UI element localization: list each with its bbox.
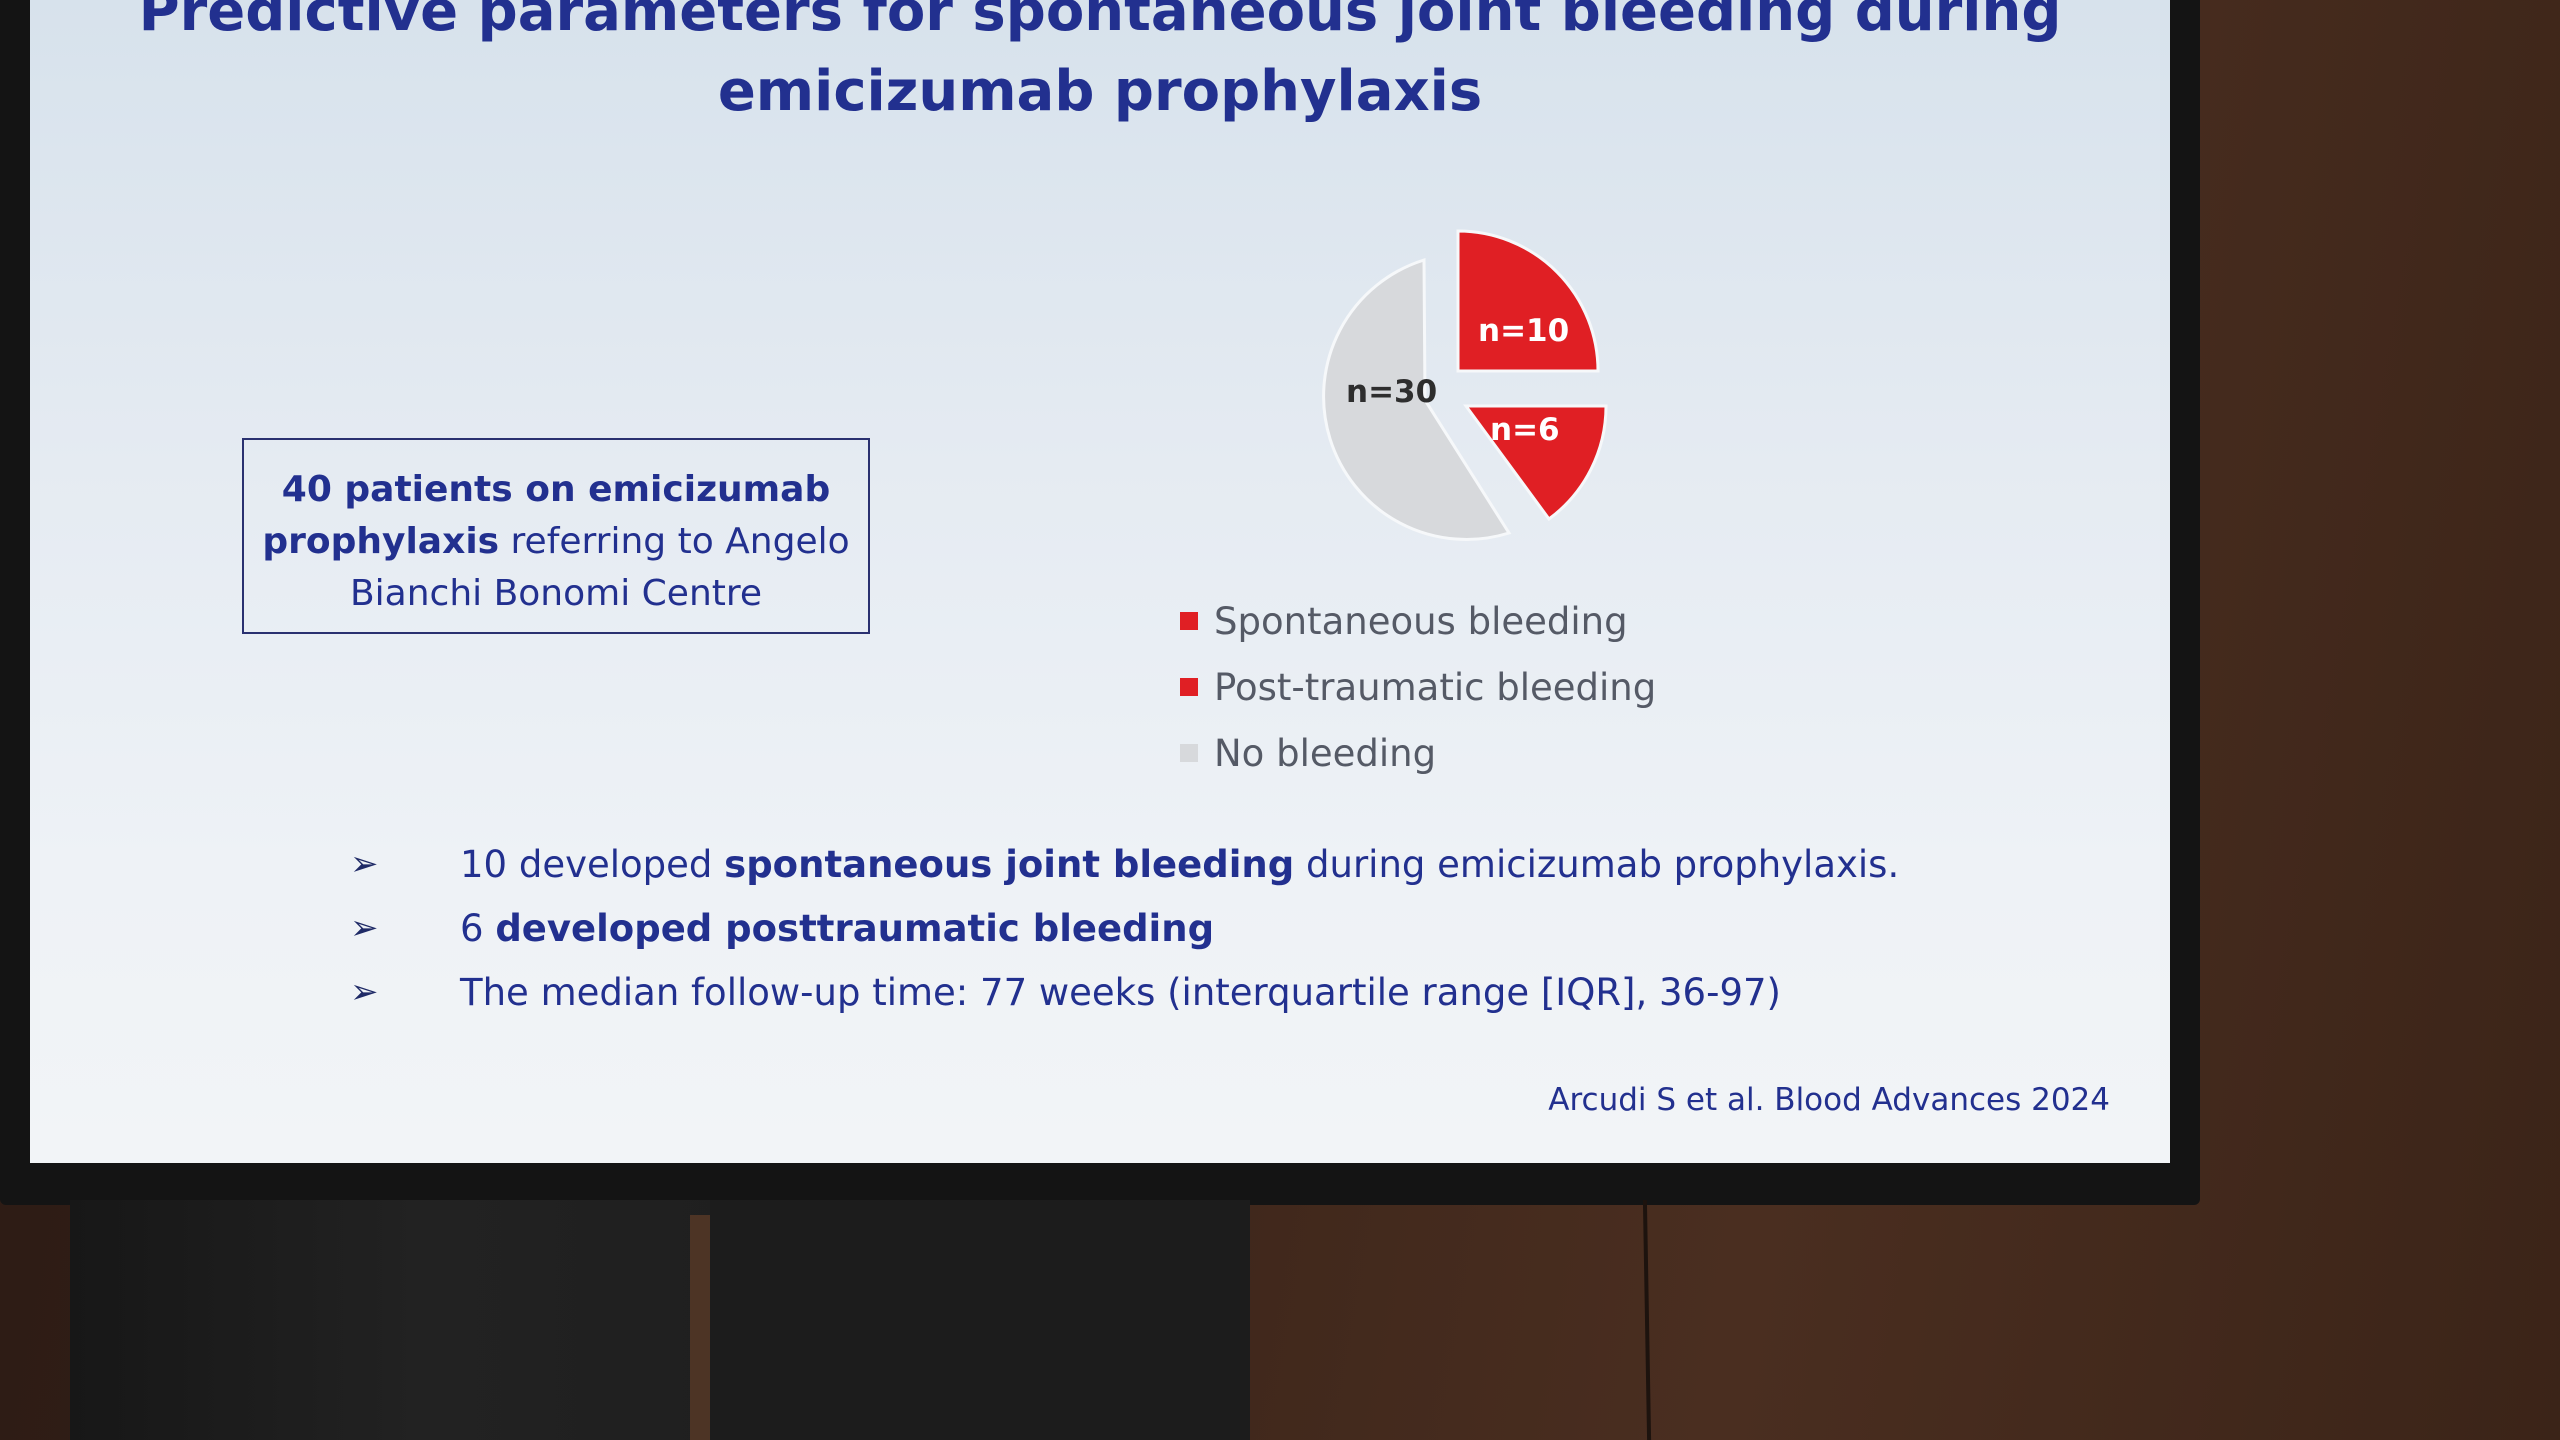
pie-label-spontaneous: n=10	[1478, 313, 1569, 349]
prophylaxis-text: prophylaxis	[262, 521, 500, 562]
bullet-text: The median follow-up time: 77 weeks (int…	[460, 970, 1781, 1014]
legend-label: No bleeding	[1214, 731, 1437, 775]
cable	[1642, 1199, 1652, 1440]
bullet-text: 6	[460, 906, 484, 950]
centre-name-text: Bianchi Bonomi Centre	[349, 573, 763, 614]
pie-label-post-traumatic: n=6	[1490, 412, 1560, 448]
patients-count-text: 40 patients on emicizumab	[281, 469, 831, 510]
legend-swatch-grey	[1180, 744, 1198, 762]
referring-text: referring to Angelo	[499, 521, 850, 562]
arrow-bullet-icon: ➢	[350, 972, 379, 1012]
legend-swatch-red	[1180, 678, 1198, 696]
slide-title-line2: emicizumab prophylaxis	[717, 59, 1483, 124]
monitor-frame: Predictive parameters for spontaneous jo…	[0, 0, 2200, 1205]
bullet-bold-text: spontaneous joint bleeding	[724, 842, 1295, 886]
pie-legend: Spontaneous bleeding Post-traumatic blee…	[1180, 588, 1656, 786]
legend-label: Post-traumatic bleeding	[1214, 665, 1657, 709]
presentation-slide: Predictive parameters for spontaneous jo…	[30, 0, 2170, 1163]
slide-title-line1: Predictive parameters for spontaneous jo…	[138, 0, 2062, 44]
monitor-stand-right	[710, 1200, 1250, 1440]
legend-item-post-traumatic: Post-traumatic bleeding	[1180, 654, 1656, 720]
pie-slice-post-traumatic	[1463, 404, 1608, 522]
bleeding-pie-chart: n=30 n=10 n=6	[1322, 229, 1608, 541]
arrow-bullet-icon: ➢	[350, 908, 379, 948]
stand-gap	[690, 1215, 710, 1440]
patients-info-box: 40 patients on emicizumab prophylaxis re…	[242, 438, 870, 634]
list-item: ➢ The median follow-up time: 77 weeks (i…	[350, 960, 1899, 1024]
pie-slice-spontaneous	[1456, 229, 1600, 373]
legend-swatch-red	[1180, 612, 1198, 630]
bullet-bold-text: developed posttraumatic bleeding	[495, 906, 1215, 950]
pie-slice-no-bleeding	[1322, 257, 1512, 541]
list-item: ➢ 6 developed posttraumatic bleeding	[350, 896, 1899, 960]
list-item: ➢ 10 developed spontaneous joint bleedin…	[350, 832, 1899, 896]
legend-item-spontaneous: Spontaneous bleeding	[1180, 588, 1656, 654]
bullet-text: 10 developed	[460, 842, 713, 886]
bullet-text: during emicizumab prophylaxis.	[1306, 842, 1900, 886]
legend-label: Spontaneous bleeding	[1214, 599, 1628, 643]
slide-title: Predictive parameters for spontaneous jo…	[30, 0, 2170, 132]
pie-label-no-bleeding: n=30	[1346, 374, 1437, 410]
arrow-bullet-icon: ➢	[350, 844, 379, 884]
citation: Arcudi S et al. Blood Advances 2024	[1548, 1082, 2110, 1118]
findings-list: ➢ 10 developed spontaneous joint bleedin…	[350, 832, 1899, 1024]
legend-item-no-bleeding: No bleeding	[1180, 720, 1656, 786]
